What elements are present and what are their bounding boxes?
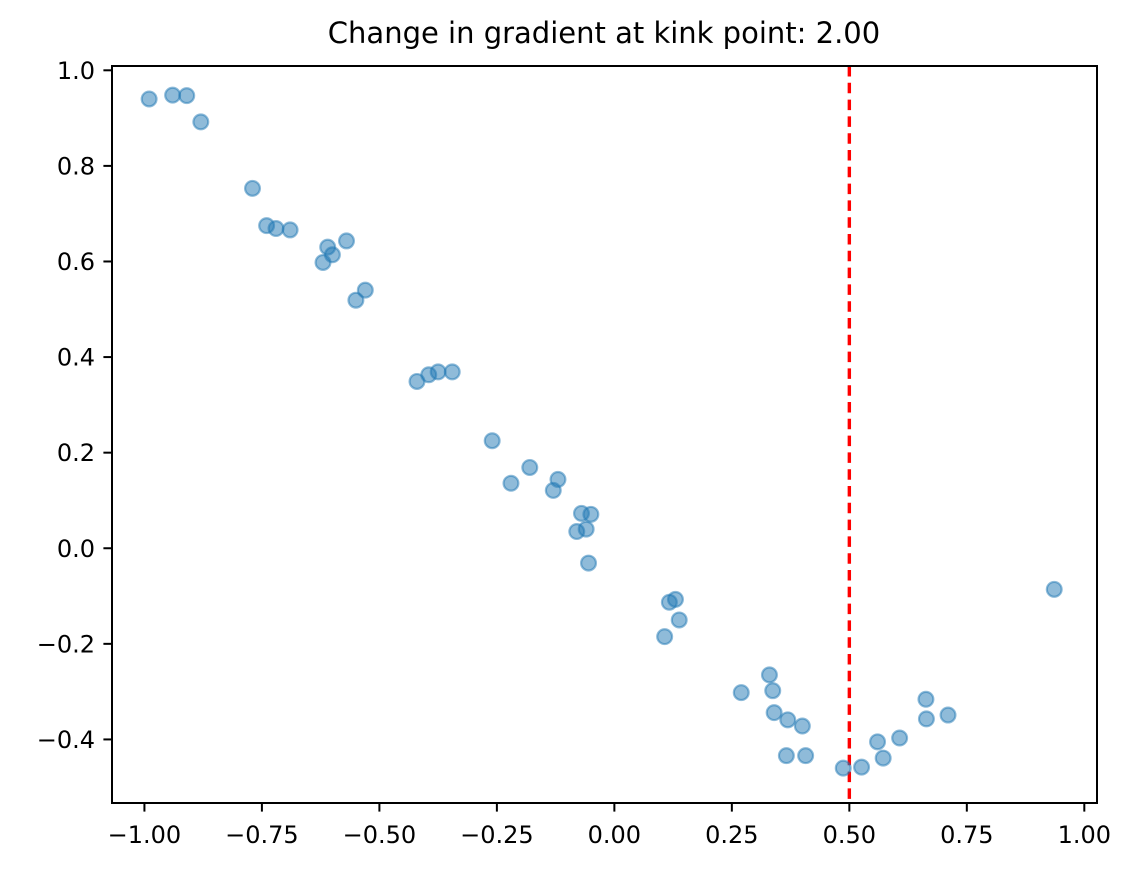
- plot-title: Change in gradient at kink point: 2.00: [328, 16, 880, 50]
- plot-frame: [111, 65, 1098, 804]
- y-tick-label: 1.0: [57, 57, 95, 85]
- x-tick-label: −0.25: [460, 821, 534, 849]
- data-point: [267, 220, 285, 238]
- y-tick-label: 0.0: [57, 535, 95, 563]
- data-point: [323, 246, 341, 264]
- y-axis: 1.0 0.8 0.6 0.4 0.2 0.0 −0.2 −0.4: [37, 57, 112, 754]
- scatter-series: [140, 86, 1063, 777]
- data-point: [192, 113, 210, 131]
- data-point: [834, 759, 852, 777]
- data-point: [549, 470, 567, 488]
- data-point: [580, 554, 598, 572]
- data-point: [140, 90, 158, 108]
- data-point: [760, 666, 778, 684]
- data-point: [853, 758, 871, 776]
- data-point: [164, 86, 182, 104]
- data-point: [347, 291, 365, 309]
- data-point: [521, 458, 539, 476]
- data-point: [666, 590, 684, 608]
- y-tick-label: 0.6: [57, 248, 95, 276]
- data-point: [891, 729, 909, 747]
- x-tick-label: 0.75: [940, 821, 993, 849]
- data-point: [281, 221, 299, 239]
- data-point: [917, 710, 935, 728]
- x-tick-label: −0.75: [225, 821, 299, 849]
- x-axis: −1.00 −0.75 −0.50 −0.25 0.00 0.25 0.50 0.75 1.00: [108, 803, 1111, 849]
- x-tick-label: 0.25: [705, 821, 758, 849]
- y-tick-label: 0.8: [57, 152, 95, 180]
- y-tick-label: −0.4: [37, 726, 95, 754]
- data-point: [338, 232, 356, 250]
- data-point: [502, 474, 520, 492]
- data-point: [874, 749, 892, 767]
- data-point: [429, 363, 447, 381]
- data-point: [582, 505, 600, 523]
- data-point: [765, 704, 783, 722]
- y-tick-label: 0.2: [57, 439, 95, 467]
- x-tick-label: −0.50: [343, 821, 417, 849]
- x-tick-label: 1.00: [1058, 821, 1111, 849]
- y-tick-label: 0.4: [57, 344, 95, 372]
- x-tick-label: −1.00: [108, 821, 182, 849]
- data-point: [777, 747, 795, 765]
- data-point: [356, 281, 374, 299]
- data-point: [869, 733, 887, 751]
- data-point: [1045, 580, 1063, 598]
- data-point: [917, 690, 935, 708]
- data-point: [577, 520, 595, 538]
- plot-area: [112, 66, 1097, 803]
- x-tick-label: 0.50: [823, 821, 876, 849]
- data-point: [779, 711, 797, 729]
- data-point: [797, 747, 815, 765]
- x-tick-label: 0.00: [588, 821, 641, 849]
- data-point: [764, 682, 782, 700]
- data-point: [939, 706, 957, 724]
- data-point: [670, 611, 688, 629]
- data-point: [178, 87, 196, 105]
- data-point: [732, 684, 750, 702]
- data-point: [443, 363, 461, 381]
- data-point: [483, 432, 501, 450]
- data-point: [244, 179, 262, 197]
- y-tick-label: −0.2: [37, 630, 95, 658]
- data-point: [656, 628, 674, 646]
- data-point: [793, 717, 811, 735]
